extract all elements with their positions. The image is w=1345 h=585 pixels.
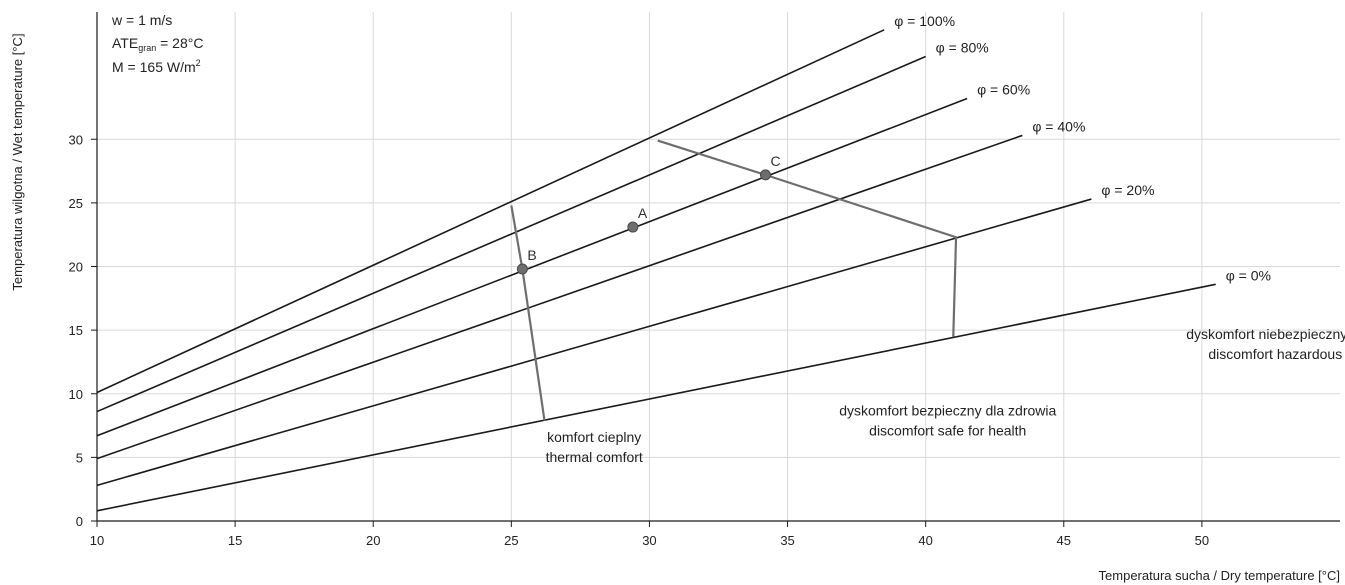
humidity-line bbox=[96, 198, 1092, 487]
data-points: A B C bbox=[516, 153, 781, 275]
humidity-line bbox=[96, 134, 1023, 460]
point-marker bbox=[516, 263, 528, 275]
grid bbox=[97, 12, 1340, 521]
x-tick-label: 15 bbox=[228, 533, 242, 548]
x-axis-title: Temperatura sucha / Dry temperature [°C] bbox=[1099, 568, 1340, 583]
region-label: komfort cieplny bbox=[547, 429, 641, 445]
x-tick-label: 50 bbox=[1195, 533, 1209, 548]
tick-labels: 10 15 20 25 30 35 40 45 50 0 5 10 15 20 25 30 bbox=[69, 132, 1210, 548]
point-label: B bbox=[527, 247, 536, 263]
x-tick-label: 45 bbox=[1057, 533, 1071, 548]
region-label: discomfort safe for health bbox=[869, 422, 1026, 438]
zone-boundary-line bbox=[657, 139, 958, 337]
param-metabolic: M = 165 W/m2 bbox=[112, 58, 201, 75]
humidity-line bbox=[96, 29, 885, 394]
region-label: discomfort hazardous to health bbox=[1208, 346, 1345, 362]
humidity-line-label: φ = 0% bbox=[1226, 267, 1271, 283]
y-tick-label: 5 bbox=[76, 450, 83, 465]
point-marker bbox=[759, 169, 771, 181]
point-marker bbox=[627, 221, 639, 233]
humidity-line-label: φ = 40% bbox=[1032, 118, 1085, 134]
humidity-line-label: φ = 20% bbox=[1101, 182, 1154, 198]
humidity-line-label: φ = 60% bbox=[977, 82, 1030, 98]
y-tick-label: 25 bbox=[69, 196, 83, 211]
y-tick-label: 0 bbox=[76, 514, 83, 529]
humidity-line bbox=[96, 283, 1216, 512]
humidity-line-label: φ = 80% bbox=[936, 40, 989, 56]
y-tick-label: 30 bbox=[69, 132, 83, 147]
x-tick-label: 25 bbox=[504, 533, 518, 548]
param-velocity: w = 1 m/s bbox=[111, 12, 172, 28]
humidity-lines: φ = 100% φ = 80% φ = 60% φ = 40% φ = 20% φ = … bbox=[96, 13, 1271, 512]
region-label: thermal comfort bbox=[546, 449, 643, 465]
humidity-line bbox=[96, 97, 968, 437]
x-tick-label: 40 bbox=[918, 533, 932, 548]
y-tick-label: 15 bbox=[69, 323, 83, 338]
y-axis-title: Temperatura wilgotna / Wet temperature [… bbox=[10, 33, 25, 290]
humidity-line-label: φ = 100% bbox=[894, 13, 955, 29]
y-tick-label: 20 bbox=[69, 260, 83, 275]
point-label: A bbox=[638, 205, 648, 221]
param-ate: ATEgran = 28°C bbox=[112, 35, 203, 53]
region-label: dyskomfort bezpieczny dla zdrowia bbox=[839, 402, 1056, 418]
region-label: dyskomfort niebezpieczny dla zdrowia bbox=[1186, 326, 1345, 342]
x-tick-label: 35 bbox=[780, 533, 794, 548]
x-tick-label: 20 bbox=[366, 533, 380, 548]
x-tick-label: 30 bbox=[642, 533, 656, 548]
point-label: C bbox=[770, 153, 780, 169]
y-tick-label: 10 bbox=[69, 387, 83, 402]
x-tick-label: 10 bbox=[90, 533, 104, 548]
parameters-block: w = 1 m/s ATEgran = 28°C M = 165 W/m2 bbox=[111, 12, 203, 75]
region-labels: komfort cieplny thermal comfort dyskomfort… bbox=[546, 326, 1345, 465]
humidity-line bbox=[96, 55, 926, 413]
